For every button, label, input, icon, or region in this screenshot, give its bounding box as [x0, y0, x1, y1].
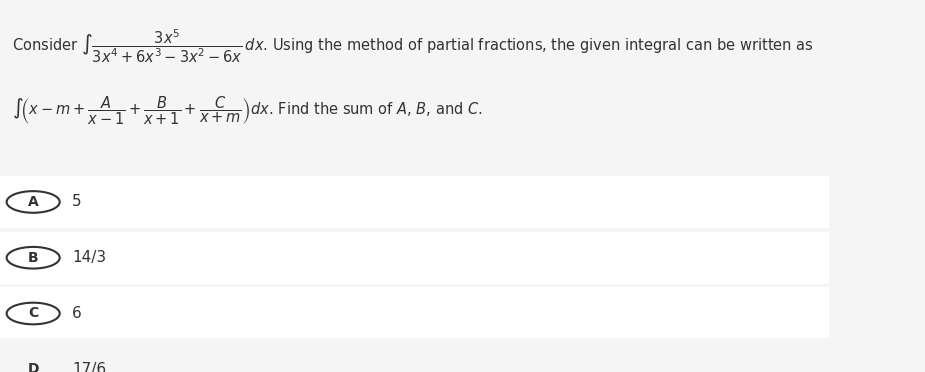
Text: C: C — [28, 307, 38, 321]
Text: A: A — [28, 195, 39, 209]
Text: 5: 5 — [72, 195, 81, 209]
Text: 14/3: 14/3 — [72, 250, 106, 265]
FancyBboxPatch shape — [0, 287, 830, 340]
Text: D: D — [28, 362, 39, 372]
Text: 6: 6 — [72, 306, 82, 321]
Circle shape — [6, 247, 60, 269]
Text: $\int\!\left(x-m+\dfrac{A}{x-1}+\dfrac{B}{x+1}+\dfrac{C}{x+m}\right)dx$. Find th: $\int\!\left(x-m+\dfrac{A}{x-1}+\dfrac{B… — [12, 94, 483, 127]
Text: 17/6: 17/6 — [72, 362, 106, 372]
FancyBboxPatch shape — [0, 231, 830, 284]
Circle shape — [6, 303, 60, 324]
Text: B: B — [28, 251, 39, 265]
Text: Consider $\int \dfrac{3x^5}{3x^4+6x^3-3x^2-6x}\,dx$. Using the method of partial: Consider $\int \dfrac{3x^5}{3x^4+6x^3-3x… — [12, 27, 814, 65]
FancyBboxPatch shape — [0, 176, 830, 228]
FancyBboxPatch shape — [0, 343, 830, 372]
Circle shape — [6, 359, 60, 372]
Circle shape — [6, 191, 60, 213]
